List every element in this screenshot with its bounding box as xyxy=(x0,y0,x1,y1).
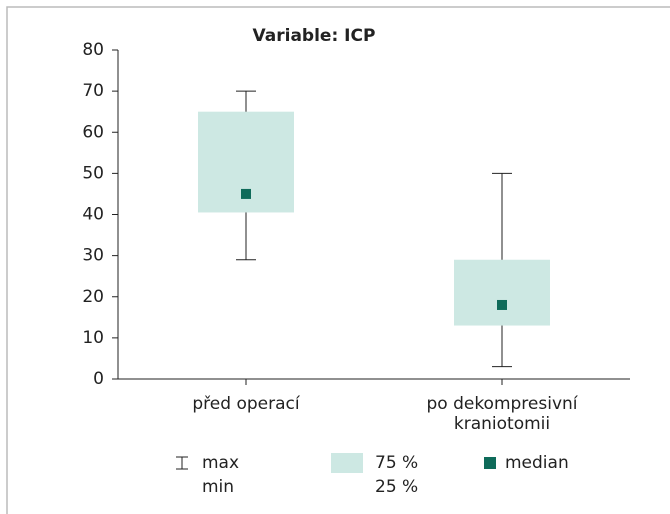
legend-box-icon xyxy=(331,453,363,473)
y-tick-label: 0 xyxy=(93,369,104,389)
y-tick-label: 40 xyxy=(82,205,104,225)
y-tick-label: 10 xyxy=(82,328,104,348)
legend-label: 25 % xyxy=(375,477,418,497)
y-tick-label: 70 xyxy=(82,81,104,101)
x-tick-label: po dekompresivní kraniotomii xyxy=(426,394,578,434)
legend-label: min xyxy=(202,477,234,497)
legend-label: median xyxy=(505,453,569,473)
box xyxy=(454,259,550,326)
legend-whisker-icon xyxy=(176,456,188,470)
y-tick-label: 80 xyxy=(82,40,104,60)
y-tick-label: 50 xyxy=(82,163,104,183)
legend-label: 75 % xyxy=(375,453,418,473)
frame xyxy=(6,6,670,514)
legend-median-icon xyxy=(484,457,496,469)
median xyxy=(497,299,507,310)
legend-label: max xyxy=(202,453,239,473)
chart-title: Variable: ICP xyxy=(253,26,376,46)
y-tick-label: 60 xyxy=(82,122,104,142)
y-tick-label: 20 xyxy=(82,287,104,307)
y-tick-label: 30 xyxy=(82,246,104,266)
median xyxy=(241,188,251,199)
x-tick-label: před operací xyxy=(192,394,300,414)
